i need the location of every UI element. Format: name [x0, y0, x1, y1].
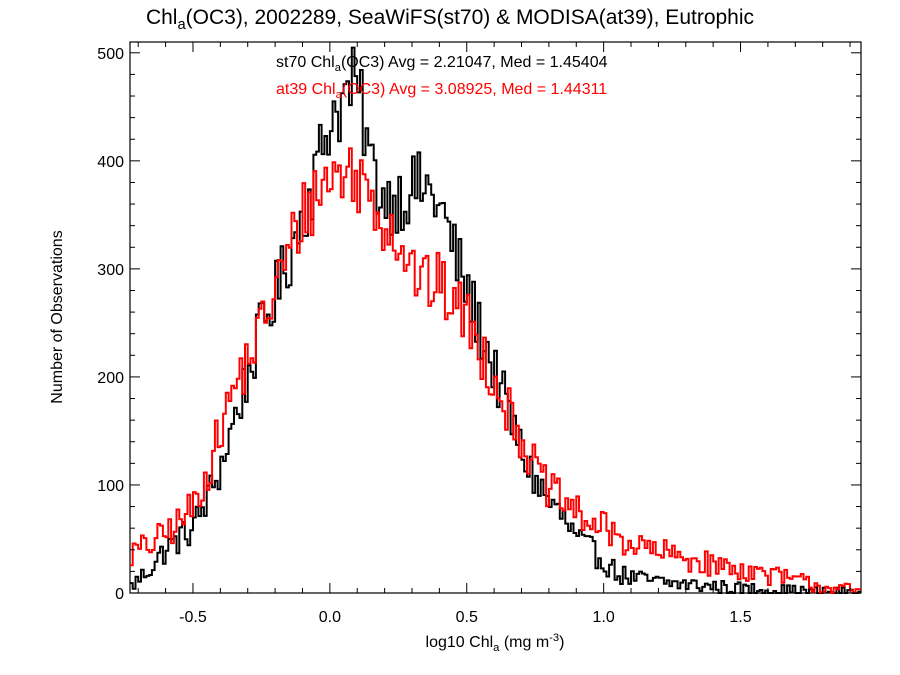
x-tick-label: 0.0	[319, 609, 341, 626]
annotation-at39: at39 Chla(OC3) Avg = 3.08925, Med = 1.44…	[276, 81, 608, 101]
x-tick-label: 1.0	[593, 609, 615, 626]
y-tick-label: 300	[97, 262, 124, 279]
annotation-at39-values: (OC3) Avg = 3.08925, Med = 1.44311	[341, 81, 608, 98]
annotation-st70-values: (OC3) Avg = 2.21047, Med = 1.45404	[340, 54, 608, 71]
plot-frame	[129, 41, 862, 594]
y-tick-label: 400	[97, 154, 124, 171]
x-axis-label-units: (mg m	[499, 634, 550, 651]
title-text: Chl	[145, 6, 178, 29]
y-tick-label: 200	[97, 370, 124, 387]
annotation-at39-text: at39 Chl	[276, 81, 336, 98]
series-layer	[130, 46, 861, 594]
histogram-series-1	[130, 147, 861, 594]
title-text-rest: (OC3), 2002289, SeaWiFS(st70) & MODISA(a…	[185, 6, 755, 29]
histogram-series-0	[130, 46, 861, 594]
y-tick-label: 0	[115, 586, 124, 603]
y-tick-label: 100	[97, 478, 124, 495]
x-tick-label: -0.5	[179, 609, 207, 626]
x-axis-label: log10 Chla (mg m-3)	[425, 632, 565, 654]
x-axis-label-subscript: a	[493, 641, 500, 654]
x-tick-label: 0.5	[456, 609, 478, 626]
y-axis-label: Number of Observations	[49, 230, 66, 404]
annotation-st70-subscript: a	[334, 61, 341, 74]
annotation-st70-text: st70 Chl	[276, 54, 335, 71]
annotation-at39-subscript: a	[335, 88, 342, 101]
title-subscript: a	[177, 17, 186, 34]
x-axis-label-text: log10 Chl	[425, 634, 494, 651]
axis-layer: -0.5 0.0 0.5 1.0 1.5 0 100 200 300 400 500	[97, 42, 861, 626]
x-axis-label-superscript: -3	[549, 632, 560, 645]
annotation-st70: st70 Chla(OC3) Avg = 2.21047, Med = 1.45…	[276, 54, 608, 74]
x-axis-label-close: )	[559, 634, 565, 651]
y-tick-label: 500	[97, 46, 124, 63]
x-tick-label: 1.5	[729, 609, 751, 626]
chart-title: Chla(OC3), 2002289, SeaWiFS(st70) & MODI…	[0, 6, 900, 34]
